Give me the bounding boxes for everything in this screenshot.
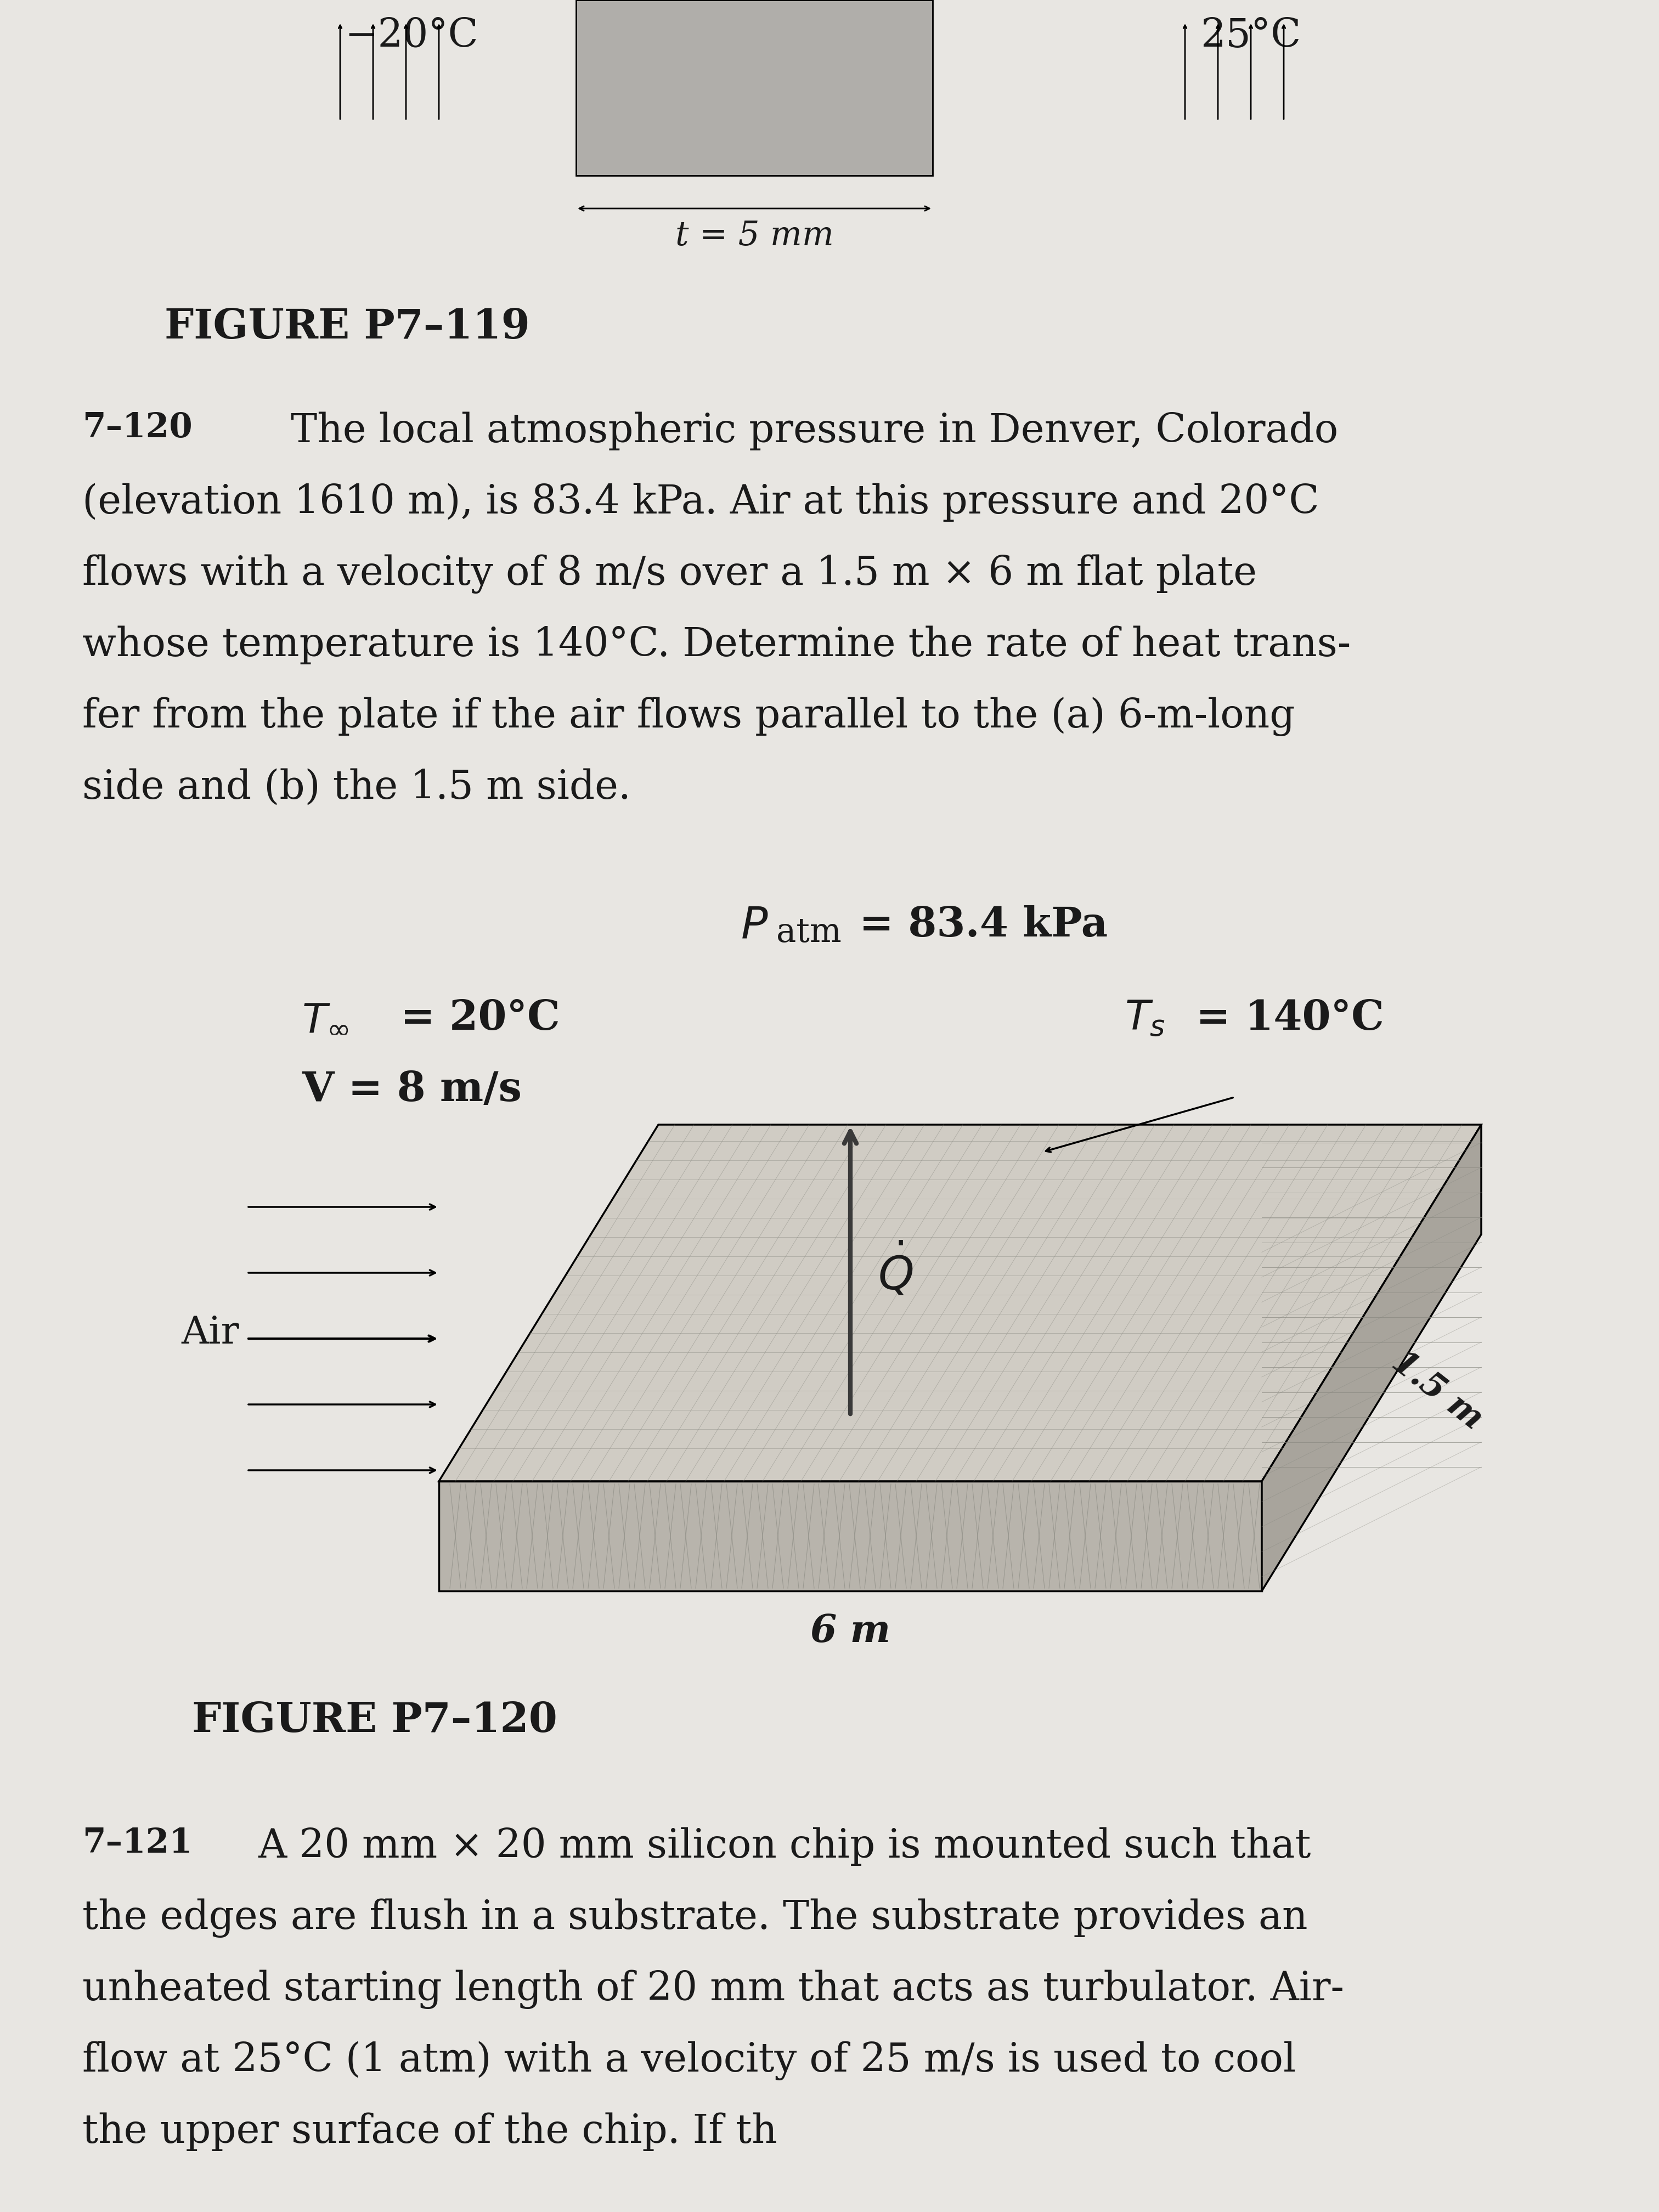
- Text: FIGURE P7–120: FIGURE P7–120: [192, 1701, 557, 1741]
- Text: −20°C: −20°C: [345, 15, 478, 55]
- Text: 25°C: 25°C: [1201, 15, 1301, 55]
- Bar: [576, 0, 932, 175]
- Text: = 140°C: = 140°C: [1196, 998, 1384, 1037]
- Text: atm: atm: [776, 916, 841, 949]
- Text: the edges are flush in a substrate. The substrate provides an: the edges are flush in a substrate. The …: [83, 1898, 1307, 1938]
- Text: unheated starting length of 20 mm that acts as turbulator. Air-: unheated starting length of 20 mm that a…: [83, 1969, 1344, 2008]
- Text: $\mathit{P}$: $\mathit{P}$: [740, 905, 768, 949]
- Polygon shape: [440, 1124, 1481, 1482]
- Text: Air: Air: [181, 1314, 239, 1352]
- Text: 7–121: 7–121: [83, 1827, 192, 1860]
- Text: 6 m: 6 m: [810, 1613, 891, 1650]
- Text: = 20°C: = 20°C: [400, 998, 561, 1037]
- Text: = 83.4 kPa: = 83.4 kPa: [844, 905, 1108, 945]
- Text: whose temperature is 140°C. Determine the rate of heat trans-: whose temperature is 140°C. Determine th…: [83, 626, 1350, 664]
- Text: FIGURE P7–119: FIGURE P7–119: [164, 307, 529, 347]
- Text: (elevation 1610 m), is 83.4 kPa. Air at this pressure and 20°C: (elevation 1610 m), is 83.4 kPa. Air at …: [83, 482, 1319, 522]
- Text: the upper surface of the chip. If th: the upper surface of the chip. If th: [83, 2112, 776, 2150]
- Text: 1.5 m: 1.5 m: [1385, 1345, 1490, 1436]
- Text: A 20 mm × 20 mm silicon chip is mounted such that: A 20 mm × 20 mm silicon chip is mounted …: [257, 1827, 1311, 1865]
- Text: fer from the plate if the air flows parallel to the (a) 6-m-long: fer from the plate if the air flows para…: [83, 697, 1296, 737]
- Text: t = 5 mm: t = 5 mm: [675, 219, 833, 252]
- Text: The local atmospheric pressure in Denver, Colorado: The local atmospheric pressure in Denver…: [290, 411, 1339, 451]
- Polygon shape: [440, 1482, 1262, 1590]
- Text: V = 8 m/s: V = 8 m/s: [302, 1071, 521, 1110]
- Text: $\dot{Q}$: $\dot{Q}$: [878, 1241, 912, 1298]
- Text: $T_\infty$: $T_\infty$: [302, 998, 348, 1037]
- Text: flow at 25°C (1 atm) with a velocity of 25 m/s is used to cool: flow at 25°C (1 atm) with a velocity of …: [83, 2042, 1296, 2079]
- Text: flows with a velocity of 8 m/s over a 1.5 m × 6 m flat plate: flows with a velocity of 8 m/s over a 1.…: [83, 553, 1258, 593]
- Text: $T_s$: $T_s$: [1125, 998, 1165, 1037]
- Polygon shape: [1262, 1124, 1481, 1590]
- Text: 7–120: 7–120: [83, 411, 192, 445]
- Text: side and (b) the 1.5 m side.: side and (b) the 1.5 m side.: [83, 768, 630, 807]
